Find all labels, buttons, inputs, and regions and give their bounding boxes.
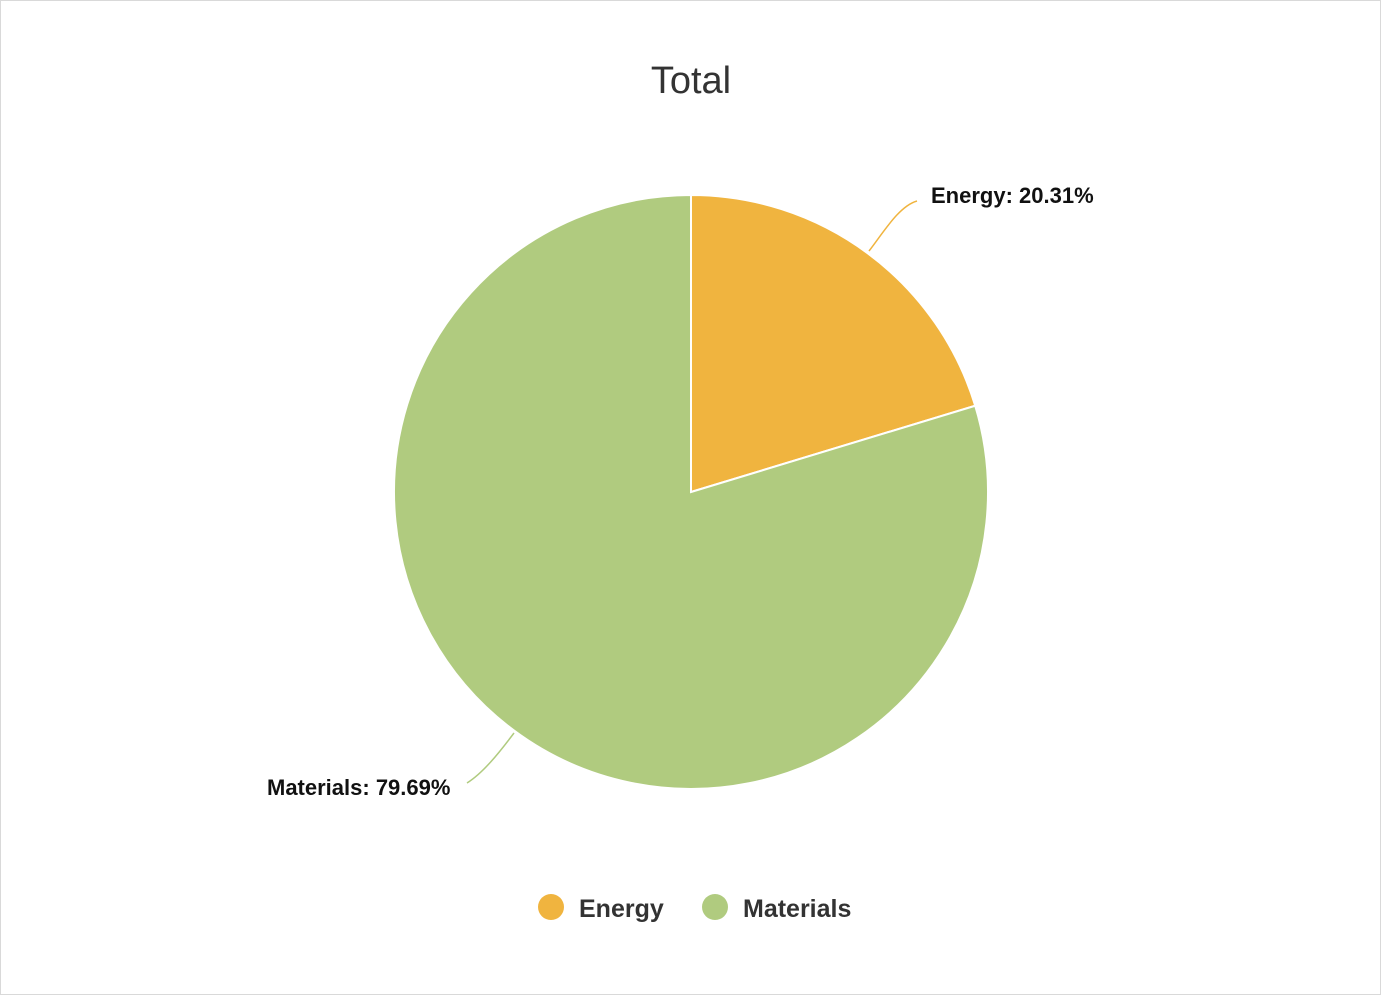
materials-slice-label: Materials: 79.69% [267,775,450,800]
materials-leader-line [466,732,515,784]
energy-slice-label: Energy: 20.31% [931,183,1094,208]
legend-item-energy[interactable]: Energy [538,894,664,923]
pie-slices [393,193,989,790]
legend-item-materials[interactable]: Materials [702,894,851,923]
energy-leader-line [868,200,918,252]
pie-slice-energy[interactable] [690,193,977,494]
pie-slice-materials[interactable] [393,193,989,790]
legend: Energy Materials [538,894,851,923]
legend-energy-label: Energy [579,895,664,923]
legend-materials-swatch [702,894,728,920]
legend-energy-swatch [538,894,564,920]
legend-materials-label: Materials [743,895,851,923]
chart-title: Total [651,60,731,102]
